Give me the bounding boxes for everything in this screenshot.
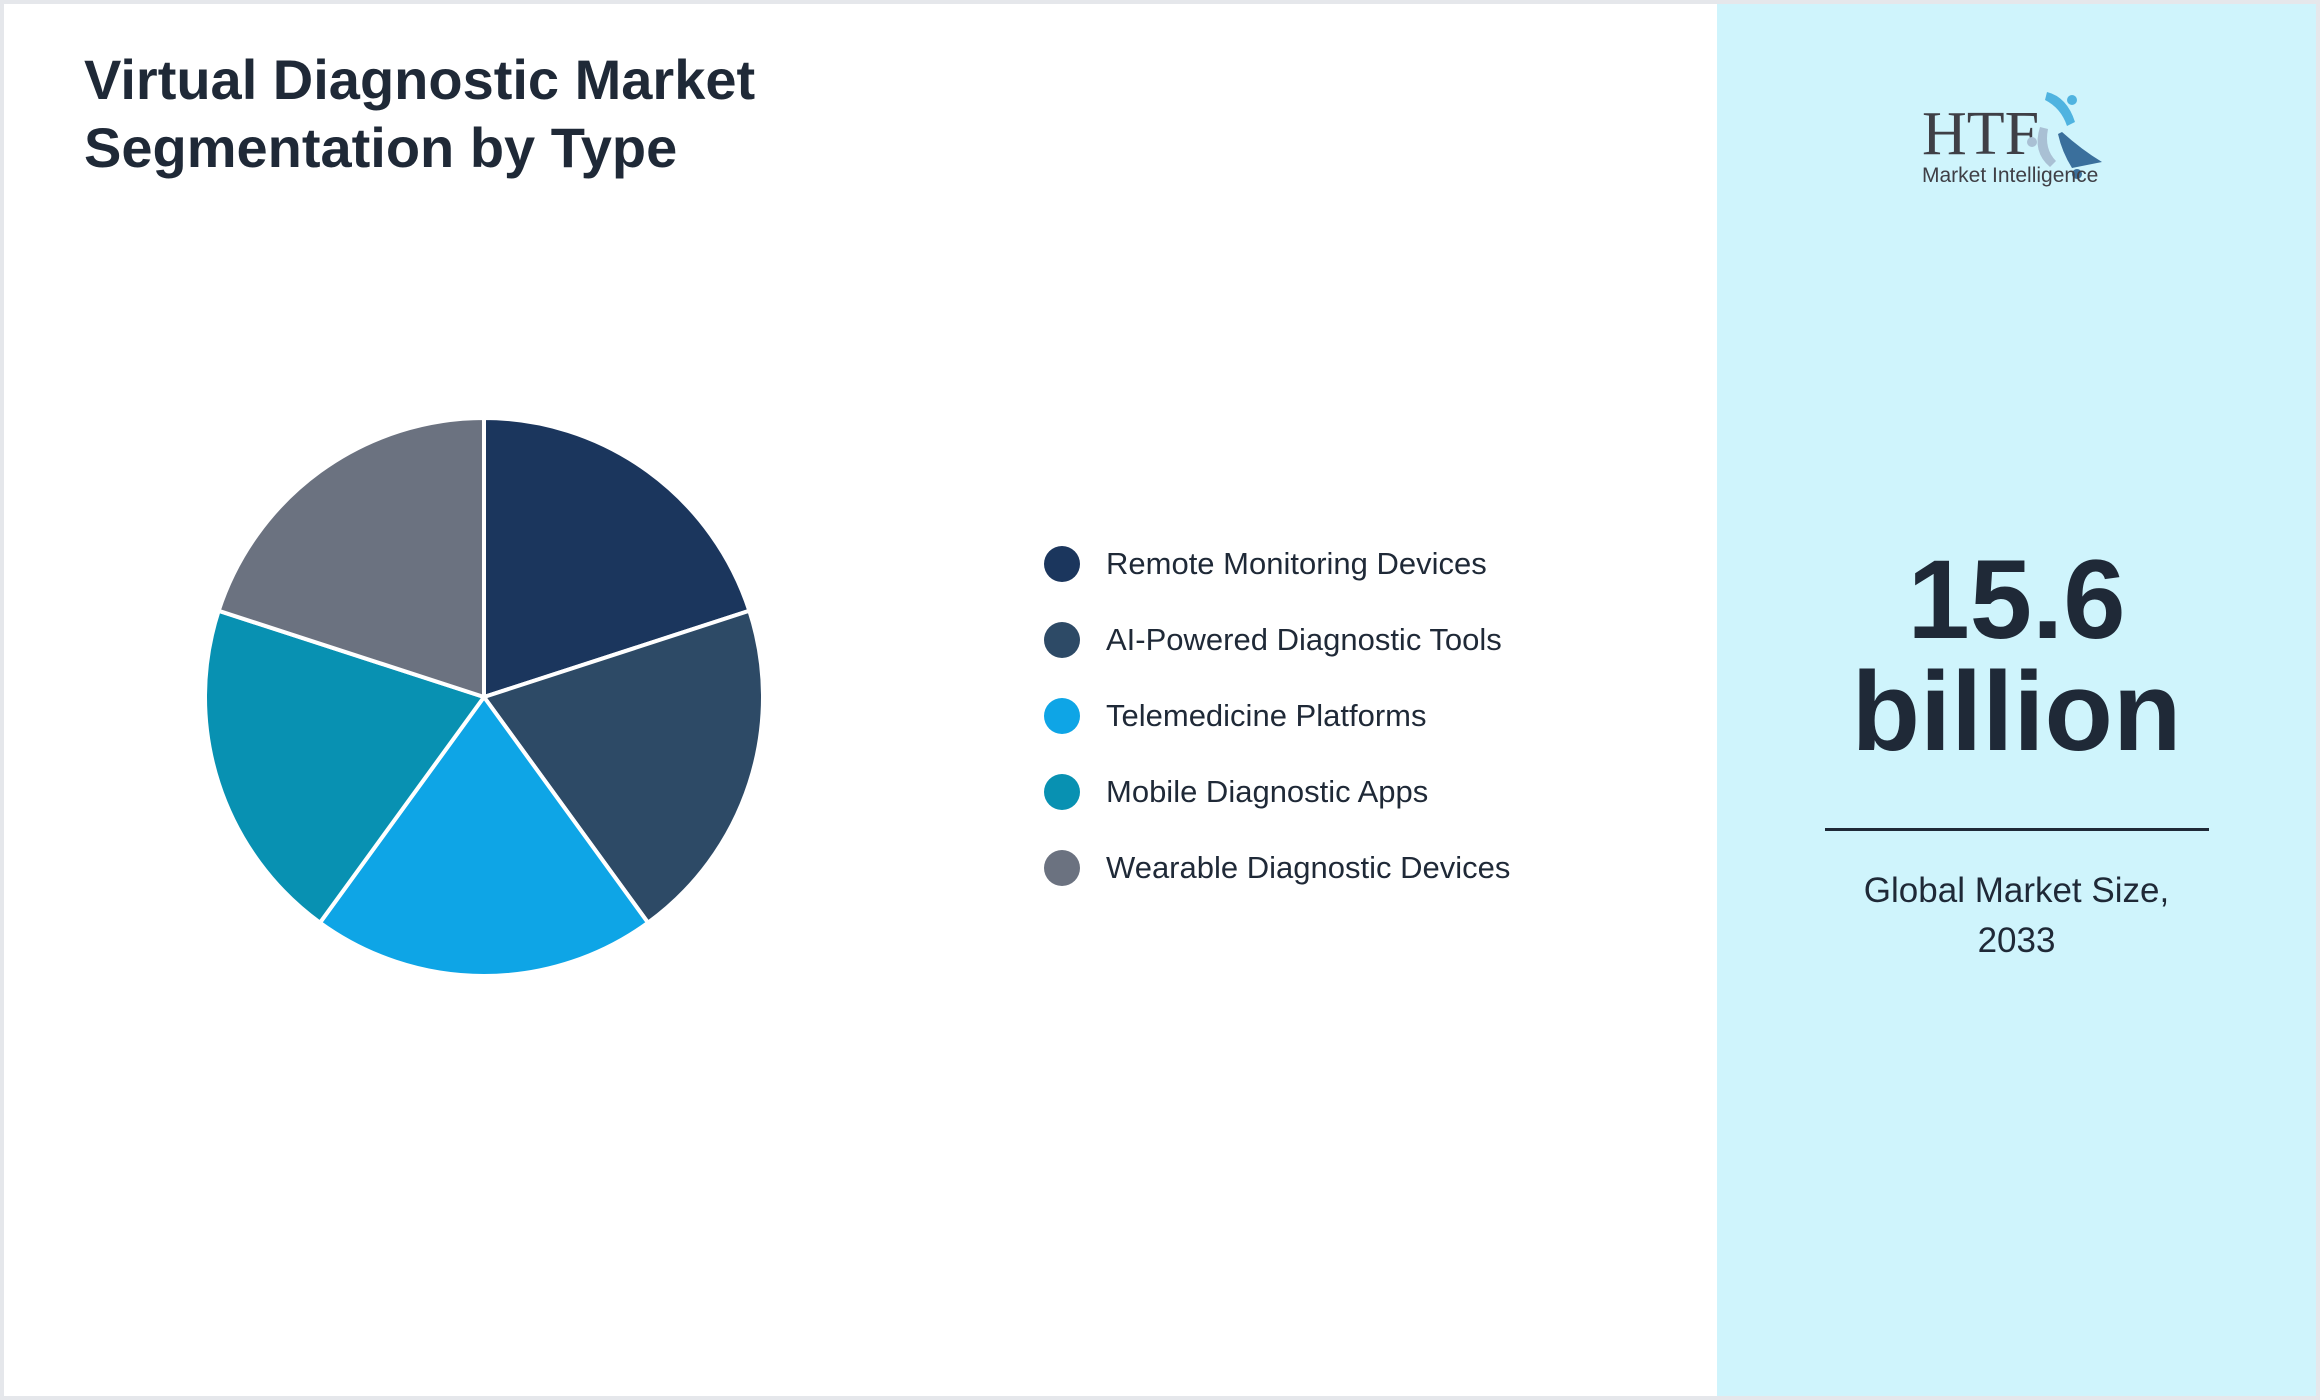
legend-label: Remote Monitoring Devices bbox=[1106, 546, 1487, 581]
chart-title: Virtual Diagnostic Market Segmentation b… bbox=[84, 48, 756, 179]
legend-item: Wearable Diagnostic Devices bbox=[1044, 830, 1510, 906]
legend: Remote Monitoring Devices AI-Powered Diag… bbox=[1044, 526, 1510, 906]
htf-logo: HTF Market Intelligence bbox=[1922, 92, 2102, 187]
pie-chart bbox=[203, 415, 765, 978]
market-size-number: 15.6 bbox=[1907, 537, 2126, 662]
legend-label: Wearable Diagnostic Devices bbox=[1106, 850, 1511, 885]
legend-item: Remote Monitoring Devices bbox=[1044, 526, 1510, 602]
legend-swatch bbox=[1044, 546, 1080, 582]
legend-label: Mobile Diagnostic Apps bbox=[1106, 774, 1429, 809]
pie-slice-1 bbox=[482, 415, 752, 700]
legend-swatch bbox=[1044, 698, 1080, 734]
legend-swatch bbox=[1044, 850, 1080, 886]
legend-label: AI-Powered Diagnostic Tools bbox=[1106, 622, 1502, 657]
market-size-unit: billion bbox=[1851, 649, 2182, 774]
market-size-caption: Global Market Size, 2033 bbox=[1717, 866, 2316, 966]
pie-slice-5 bbox=[216, 415, 486, 700]
legend-swatch bbox=[1044, 774, 1080, 810]
market-size-panel: HTF Market Intelligence 15.6 billion Glo… bbox=[1717, 4, 2316, 1396]
legend-label: Telemedicine Platforms bbox=[1106, 698, 1427, 733]
legend-item: Telemedicine Platforms bbox=[1044, 678, 1510, 754]
divider bbox=[1825, 828, 2209, 831]
svg-text:Market Intelligence: Market Intelligence bbox=[1922, 164, 2098, 187]
pie-slice-4 bbox=[203, 608, 488, 926]
market-size-value: 15.6 billion bbox=[1717, 544, 2316, 768]
caption-label: Global Market Size, bbox=[1863, 871, 2170, 910]
legend-swatch bbox=[1044, 622, 1080, 658]
svg-text:HTF: HTF bbox=[1922, 100, 2039, 168]
pie-slice-2 bbox=[480, 608, 765, 926]
chart-card: Virtual Diagnostic Market Segmentation b… bbox=[4, 4, 2316, 1396]
caption-year: 2033 bbox=[1977, 921, 2056, 960]
legend-item: Mobile Diagnostic Apps bbox=[1044, 754, 1510, 830]
pie-slice-3 bbox=[317, 693, 651, 978]
legend-item: AI-Powered Diagnostic Tools bbox=[1044, 602, 1510, 678]
